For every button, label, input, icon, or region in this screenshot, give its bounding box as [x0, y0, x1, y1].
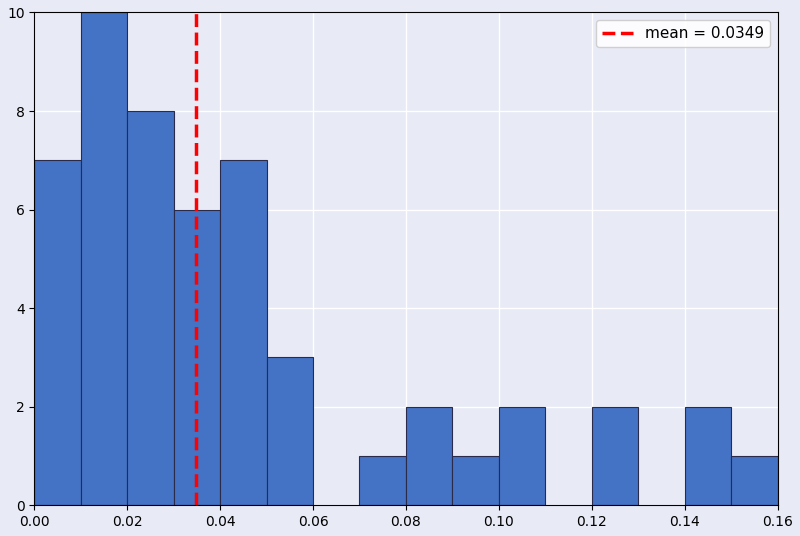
Bar	[592, 407, 638, 505]
Bar	[499, 407, 546, 505]
mean = 0.0349	[192, 453, 202, 459]
Bar	[174, 210, 220, 505]
Bar	[359, 456, 406, 505]
Bar	[453, 456, 499, 505]
Bar	[127, 111, 174, 505]
Bar	[34, 160, 81, 505]
Bar	[81, 12, 127, 505]
Bar	[220, 160, 266, 505]
Bar	[406, 407, 453, 505]
Legend: mean = 0.0349: mean = 0.0349	[596, 20, 770, 47]
mean = 0.0349	[192, 502, 202, 509]
Bar	[685, 407, 731, 505]
Bar	[731, 456, 778, 505]
Bar	[266, 358, 313, 505]
